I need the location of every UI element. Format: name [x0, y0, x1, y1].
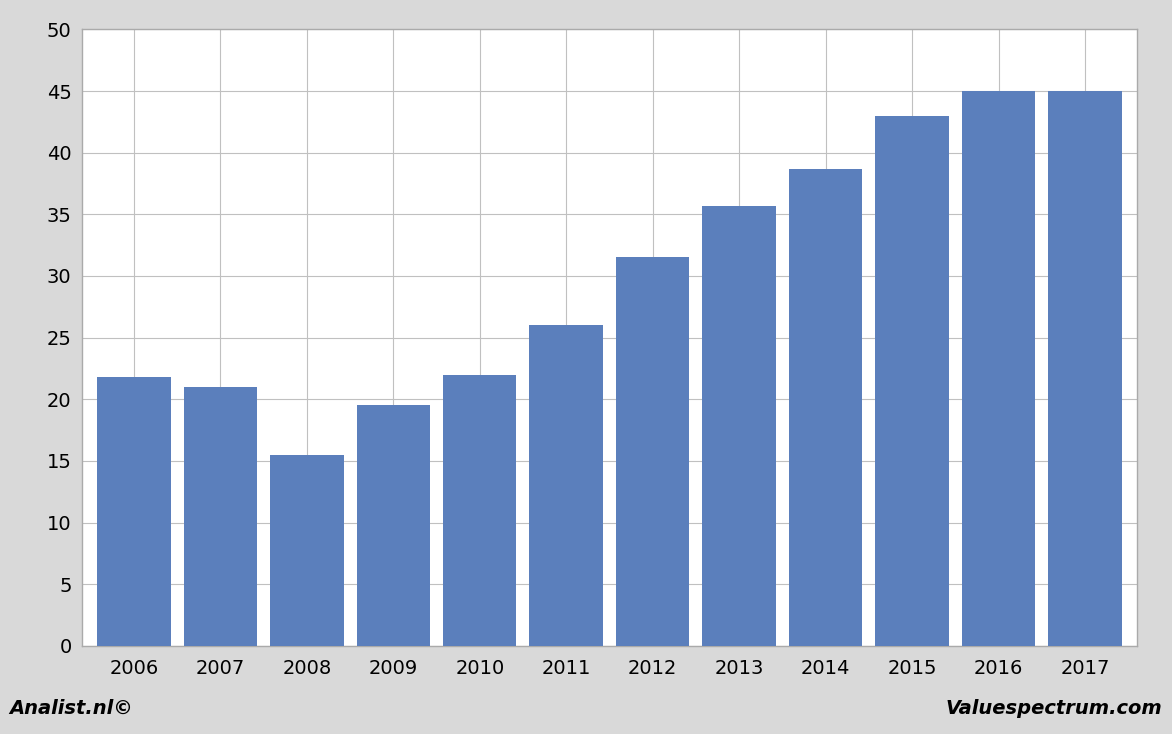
Bar — [702, 206, 776, 646]
Bar — [184, 387, 257, 646]
Bar — [789, 169, 863, 646]
Bar — [270, 455, 343, 646]
Bar — [962, 91, 1035, 646]
Text: Analist.nl©: Analist.nl© — [9, 699, 134, 718]
Bar — [97, 377, 171, 646]
Bar — [616, 258, 689, 646]
Bar — [356, 405, 430, 646]
Text: Valuespectrum.com: Valuespectrum.com — [946, 699, 1163, 718]
Bar — [443, 374, 517, 646]
Bar — [530, 325, 602, 646]
Bar — [875, 116, 949, 646]
Bar — [1048, 91, 1122, 646]
